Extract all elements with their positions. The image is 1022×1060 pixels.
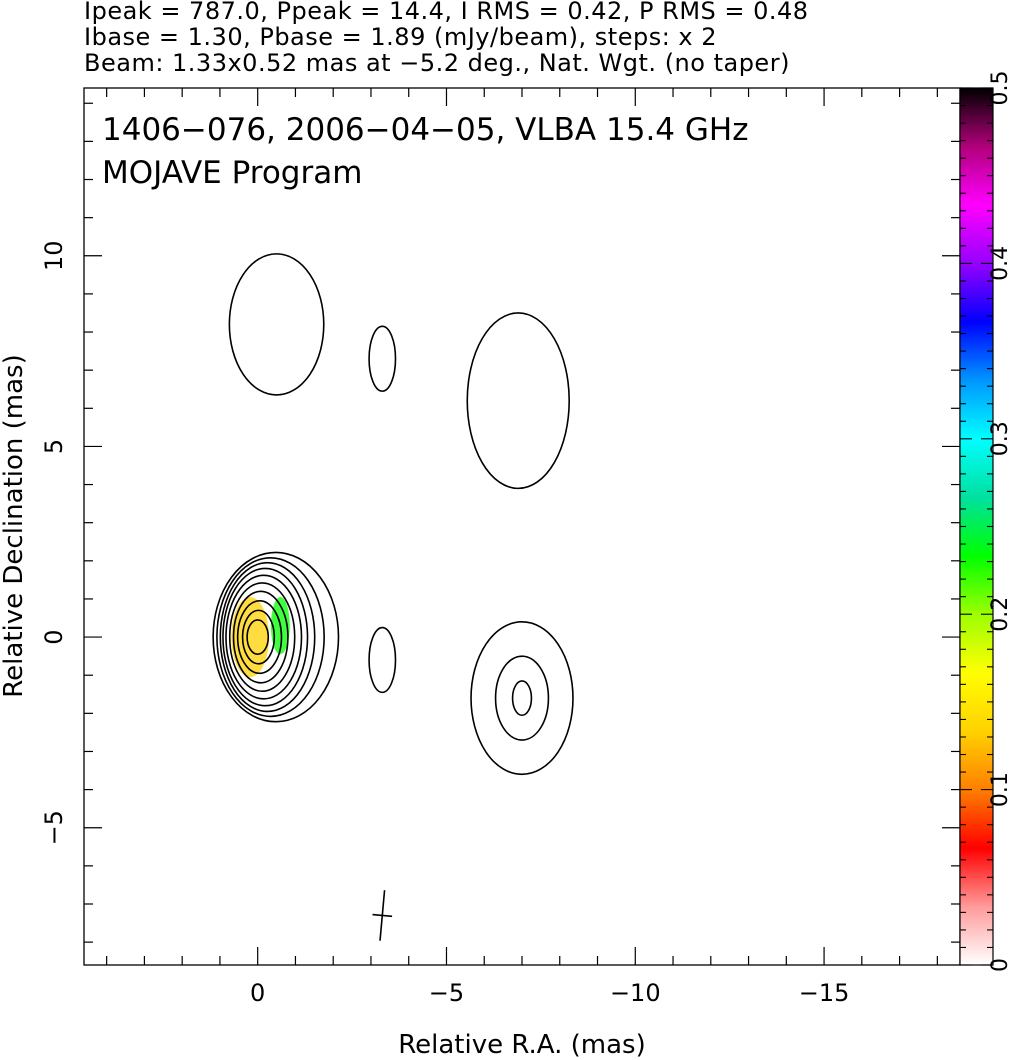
- contour-group-jet-knot: [470, 621, 574, 776]
- colorbar-tick-label: 0.1: [988, 772, 1013, 807]
- contour-line: [368, 325, 397, 392]
- contour-group-core: [212, 551, 340, 723]
- y-tick-label: −5: [40, 810, 68, 845]
- x-tick-label: 0: [250, 979, 265, 1007]
- contour-line: [494, 655, 550, 741]
- contour-line: [232, 590, 289, 684]
- contour-line: [236, 600, 283, 675]
- header-line-3: Beam: 1.33x0.52 mas at −5.2 deg., Nat. W…: [84, 49, 790, 77]
- beam-minor-axis: [372, 913, 393, 918]
- contour-line: [246, 619, 270, 656]
- colorbar-tick-label: 0.4: [988, 246, 1013, 281]
- header-line-1: Ipeak = 787.0, Ppeak = 14.4, I RMS = 0.4…: [84, 0, 809, 25]
- contour-group-upper-jet: [466, 312, 570, 490]
- map-title: 1406−076, 2006−04−05, VLBA 15.4 GHz: [102, 112, 748, 148]
- contour-group-upper-source: [228, 253, 325, 396]
- axes: 0 −5 −10 −15 −5 0 5 10: [40, 88, 960, 1007]
- contour-line: [222, 567, 309, 707]
- map-subtitle: MOJAVE Program: [102, 155, 362, 191]
- plot-content: [212, 253, 574, 941]
- x-tick-label: −10: [610, 979, 661, 1007]
- y-tick-label: 0: [40, 629, 68, 644]
- colorbar-tick-label: 0.5: [988, 71, 1013, 106]
- y-tick-label: 10: [40, 241, 68, 272]
- contour-line: [228, 253, 325, 396]
- colorbar-ticks: 0 0.1 0.2 0.3 0.4 0.5: [960, 71, 1013, 972]
- contour-line: [228, 582, 296, 693]
- contour-line: [219, 561, 316, 713]
- contour-line: [241, 609, 276, 665]
- header-line-2: Ibase = 1.30, Pbase = 1.89 (mJy/beam), s…: [84, 23, 718, 51]
- contour-line: [225, 574, 303, 700]
- colorbar-tick-label: 0.2: [988, 597, 1013, 632]
- contour-line: [511, 680, 533, 717]
- y-tick-label: 5: [40, 439, 68, 454]
- contour-line: [368, 626, 397, 694]
- x-tick-label: −5: [429, 979, 464, 1007]
- contour-line: [470, 621, 574, 776]
- plot-frame: [83, 87, 961, 966]
- contour-line: [212, 551, 340, 723]
- contour-group-small-feature-1: [368, 325, 397, 392]
- y-axis-label: Relative Declination (mas): [0, 354, 29, 697]
- colorbar-tick-label: 0.3: [988, 421, 1013, 456]
- x-tick-label: −15: [799, 979, 850, 1007]
- contour-group-small-feature-2: [368, 626, 397, 694]
- contour-line: [466, 312, 570, 490]
- colorbar-tick-label: 0: [988, 958, 1013, 972]
- x-axis-label: Relative R.A. (mas): [398, 1030, 645, 1060]
- contour-line: [216, 556, 325, 718]
